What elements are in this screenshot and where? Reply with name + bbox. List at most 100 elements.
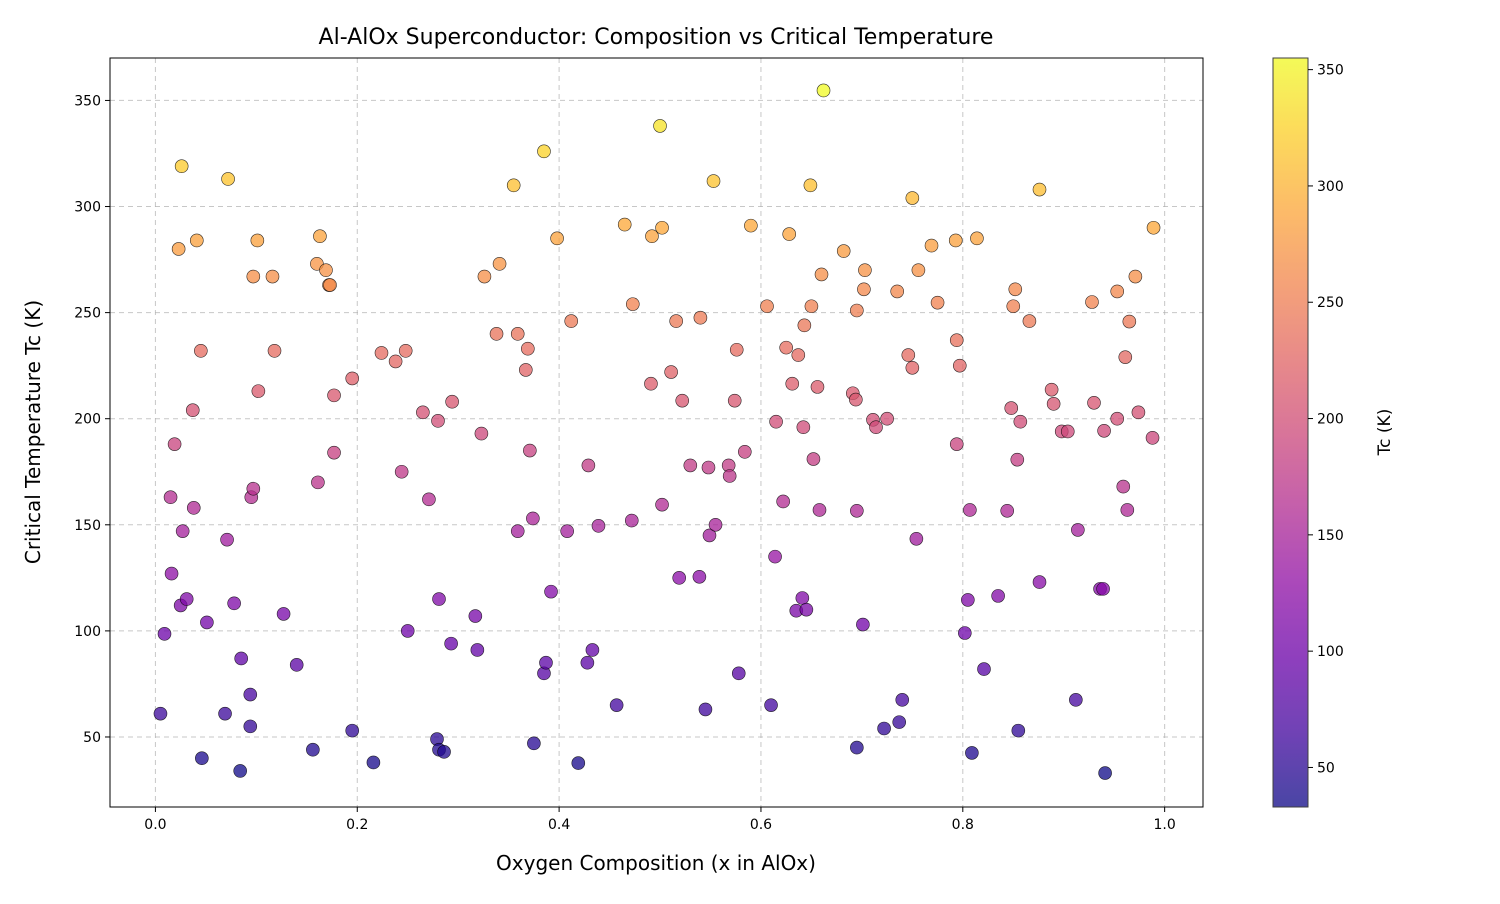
data-point [722,469,737,483]
data-point [432,592,446,606]
data-point [1013,414,1028,429]
data-point [653,119,667,133]
data-point [672,571,687,585]
colorbar-tick-label: 150 [1317,528,1344,544]
data-point [963,503,977,517]
data-point [768,549,782,564]
data-point [698,702,713,717]
data-point [810,380,825,394]
data-point [624,513,639,528]
data-point [1000,503,1015,518]
data-point [849,392,863,407]
data-point [970,231,984,246]
data-point [785,376,800,391]
y-tick-label: 300 [74,200,101,216]
data-point [560,524,574,538]
data-point [422,492,436,507]
data-point [267,344,282,358]
x-tick-label: 0.8 [952,817,974,833]
data-point [1011,723,1026,738]
data-point [799,602,814,617]
colorbar [1272,57,1309,808]
data-point [1110,284,1125,299]
data-point [246,269,261,284]
data-point [523,443,537,458]
data-point [949,333,964,348]
data-point [1006,299,1021,314]
data-point [306,742,320,757]
data-point [645,229,659,244]
data-point [218,706,232,721]
data-point [195,751,209,765]
data-point [797,318,812,333]
y-axis-label: Critical Temperature Tc (K) [21,300,45,564]
data-point [858,263,872,277]
colorbar-tick-label: 100 [1317,644,1344,660]
grid-lines [110,58,1203,807]
x-axis-ticks: 0.0 0.2 0.4 0.6 0.8 1.0 [144,807,1176,833]
data-point [769,414,783,429]
data-point [571,756,586,770]
data-point [506,178,521,193]
data-point [227,596,241,611]
x-tick-label: 0.4 [548,817,570,833]
data-point [617,217,632,232]
data-point [526,511,540,526]
data-point [901,348,916,362]
data-point [445,394,459,409]
data-point [905,360,920,375]
data-point [319,263,333,277]
y-tick-label: 150 [74,518,101,534]
data-point [782,227,797,241]
data-point [693,310,708,325]
data-point [398,344,413,358]
data-point [527,736,541,751]
data-point [909,532,924,546]
data-point [243,719,258,734]
data-point [311,475,325,490]
colorbar-tick-label: 350 [1317,63,1344,79]
data-point [1098,766,1112,780]
x-tick-label: 1.0 [1154,817,1176,833]
data-point [664,365,678,379]
data-point [814,267,829,282]
data-point [869,420,883,434]
x-tick-label: 0.2 [346,817,368,833]
data-point [519,363,533,377]
data-point [1118,350,1133,364]
data-point [250,233,265,248]
data-point [220,532,234,547]
data-point [323,278,337,292]
data-point [803,178,818,193]
data-points [153,83,1161,780]
data-point [1032,182,1047,197]
y-tick-label: 200 [74,412,101,428]
data-point [764,698,778,712]
data-point [961,593,975,607]
data-point [1085,295,1099,309]
data-point [200,615,214,630]
colorbar-tick-label: 250 [1317,295,1344,311]
data-point [163,490,178,505]
data-point [521,341,535,356]
data-point [470,643,485,657]
data-point [289,658,304,672]
data-point [760,299,774,314]
data-point [930,295,945,310]
data-point [744,218,758,233]
x-tick-label: 0.0 [144,817,166,833]
data-point [1146,220,1161,235]
data-point [727,393,742,408]
data-point [1128,269,1143,284]
data-point [185,403,200,418]
data-point [366,755,381,770]
data-point [221,172,235,186]
data-point [400,624,415,638]
data-point [701,460,716,475]
data-point [683,458,698,473]
y-tick-label: 100 [74,624,101,640]
data-point [179,592,194,606]
data-point [731,666,746,681]
data-point [911,263,926,277]
